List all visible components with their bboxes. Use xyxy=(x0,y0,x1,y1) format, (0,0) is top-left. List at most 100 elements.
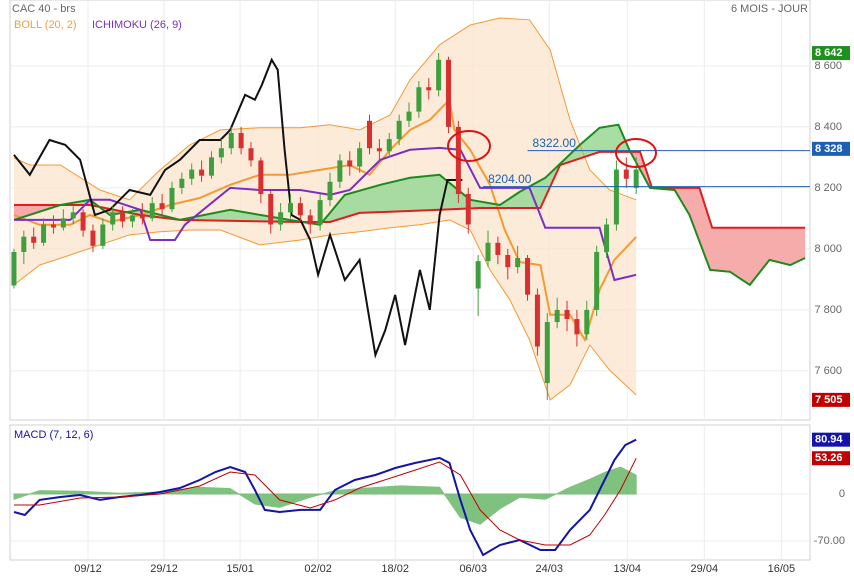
y-tick-label: -70.00 xyxy=(814,535,845,547)
candle-body xyxy=(120,212,126,222)
candle-body xyxy=(367,120,373,149)
candle-body xyxy=(347,160,353,167)
candle-body xyxy=(149,203,155,219)
candle-body xyxy=(80,212,86,231)
x-tick-label: 29/04 xyxy=(691,563,719,575)
x-tick-label: 18/02 xyxy=(381,563,409,575)
x-tick-label: 06/03 xyxy=(459,563,487,575)
candle-body xyxy=(129,215,135,222)
candle-body xyxy=(21,236,27,252)
y-tick-label: 0 xyxy=(839,488,845,500)
senkou-b xyxy=(14,150,806,229)
candle-body xyxy=(604,224,610,252)
candle-body xyxy=(386,139,392,152)
candle-body xyxy=(495,242,501,255)
x-tick-label: 24/03 xyxy=(535,563,563,575)
value-box-label: 80.94 xyxy=(815,434,843,446)
y-tick-label: 8 400 xyxy=(814,121,842,133)
x-tick-label: 29/12 xyxy=(150,563,178,575)
chikou xyxy=(13,57,463,359)
candle-body xyxy=(317,200,323,225)
bollinger-middle xyxy=(13,97,637,343)
candle-body xyxy=(594,251,600,310)
candle-body xyxy=(426,87,432,91)
highlight-circle xyxy=(447,130,491,162)
candle-body xyxy=(564,309,570,320)
annotation-label: 8204.00 xyxy=(488,172,532,186)
candle-body xyxy=(357,148,363,167)
ichimoku-cloud xyxy=(323,124,632,222)
candle-body xyxy=(525,258,531,295)
candle-body xyxy=(218,148,224,158)
candle-body xyxy=(248,148,254,161)
highlight-circle xyxy=(615,138,657,168)
candle-body xyxy=(278,212,284,225)
candle-body xyxy=(287,203,293,213)
candle-body xyxy=(485,242,491,262)
candle-body xyxy=(455,126,461,194)
candle-body xyxy=(406,111,412,121)
y-tick-label: 8 600 xyxy=(814,60,842,72)
candle-body xyxy=(268,193,274,225)
x-tick-label: 15/01 xyxy=(226,563,254,575)
candle-body xyxy=(574,319,580,335)
candle-body xyxy=(90,230,96,246)
macd-line xyxy=(14,457,637,546)
candle-body xyxy=(11,251,17,286)
candle-body xyxy=(31,236,37,243)
y-tick-label: 8 000 xyxy=(814,243,842,255)
ichimoku-cloud xyxy=(631,151,806,285)
candle-body xyxy=(534,294,540,347)
price-box-label: 7 505 xyxy=(815,394,843,406)
senkou-a xyxy=(13,123,806,287)
candle-body xyxy=(396,120,402,140)
bollinger-lower xyxy=(13,219,637,401)
candle-body xyxy=(179,178,185,188)
candle-body xyxy=(199,169,205,176)
candle-body xyxy=(169,187,175,210)
bollinger-upper xyxy=(13,17,637,201)
candle-body xyxy=(633,169,639,188)
candle-body xyxy=(446,59,452,127)
macd-title: MACD (7, 12, 6) xyxy=(14,429,93,441)
kijun xyxy=(14,146,637,282)
candle-body xyxy=(307,215,313,225)
value-box xyxy=(812,432,850,447)
candle-body xyxy=(505,254,511,268)
candle-body xyxy=(465,193,471,225)
candle-body xyxy=(100,224,106,246)
candle-body xyxy=(41,224,47,243)
candle-body xyxy=(228,132,234,149)
candle-body xyxy=(554,309,560,323)
candle-body xyxy=(50,224,56,228)
x-tick-label: 02/02 xyxy=(304,563,332,575)
candle-body xyxy=(297,203,303,216)
value-box-label: 53.26 xyxy=(815,452,843,464)
candle-body xyxy=(376,148,382,152)
legend-boll: BOLL (20, 2) xyxy=(14,19,77,31)
y-tick-label: 7 800 xyxy=(814,304,842,316)
candle-body xyxy=(258,160,264,194)
candle-body xyxy=(70,212,76,219)
candle-body xyxy=(139,215,145,219)
price-box xyxy=(812,46,850,61)
legend-ichimoku: ICHIMOKU (26, 9) xyxy=(92,19,182,31)
y-tick-label: 8 200 xyxy=(814,182,842,194)
candle-body xyxy=(337,160,343,182)
price-box-label: 8 328 xyxy=(815,143,843,155)
candle-body xyxy=(436,59,442,91)
candle-body xyxy=(159,203,165,210)
candle-body xyxy=(416,87,422,112)
value-box xyxy=(812,451,850,466)
candle-body xyxy=(613,169,619,225)
y-tick-label: 7 600 xyxy=(814,365,842,377)
price-box xyxy=(812,392,850,407)
candle-body xyxy=(584,309,590,335)
x-tick-label: 09/12 xyxy=(74,563,102,575)
candle-body xyxy=(189,169,195,179)
annotation-label: 8322.00 xyxy=(533,136,577,150)
ichimoku-cloud xyxy=(60,199,100,208)
candle-body xyxy=(544,322,550,384)
x-tick-label: 13/04 xyxy=(614,563,642,575)
